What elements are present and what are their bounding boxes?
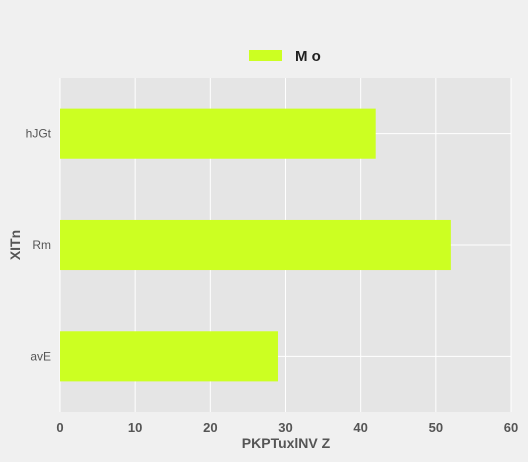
x-tick-label: 20 [203,420,217,435]
y-tick-label: Rm [32,238,51,252]
x-tick-label: 50 [429,420,443,435]
y-tick-label: hJGt [26,127,52,141]
legend[interactable]: M o [249,48,321,65]
y-axis-title: XITn [7,230,23,260]
x-tick-label: 10 [128,420,142,435]
x-tick-label: 40 [353,420,367,435]
y-tick-labels: hJGt Rm avE [26,127,52,364]
x-axis-title: PKPTuxlNV Z [242,435,331,451]
bars [60,108,451,382]
legend-label: M o [295,48,321,65]
bar-hJGt [60,108,376,159]
x-tick-label: 30 [278,420,292,435]
bar-Rm [60,219,451,271]
y-tick-label: avE [30,349,51,363]
legend-swatch [249,50,282,61]
x-tick-labels: 0 10 20 30 40 50 60 [56,420,518,435]
bar-avE [60,331,278,382]
x-tick-label: 60 [504,420,518,435]
x-tick-label: 0 [56,420,63,435]
